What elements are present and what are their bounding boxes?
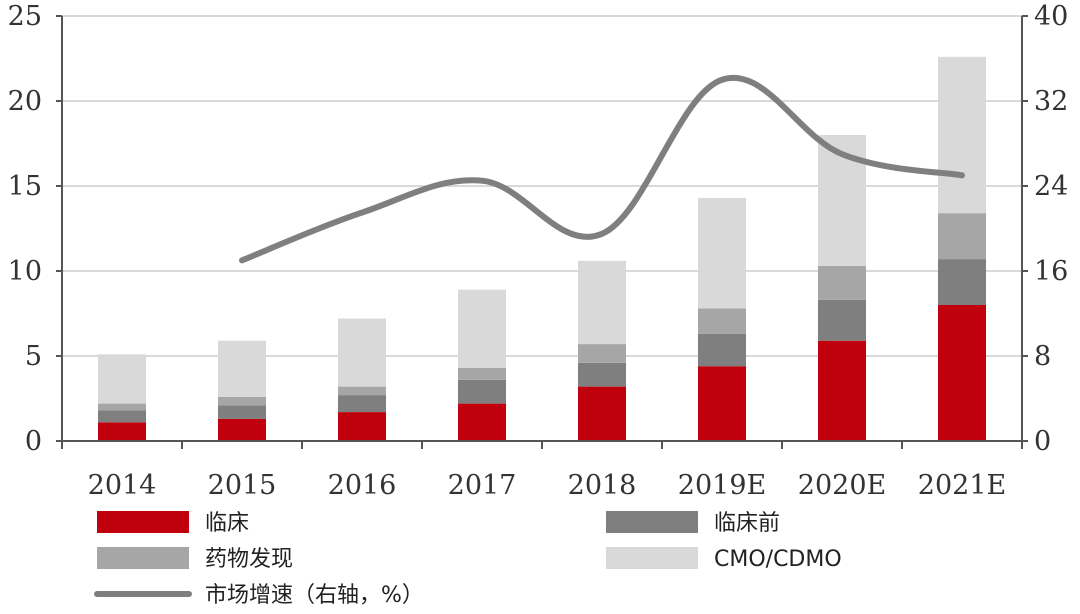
bar-segment: [218, 396, 266, 406]
growth-rate-line: [239, 74, 965, 264]
bar-segment: [698, 366, 746, 441]
bar-segment: [338, 318, 386, 387]
left-axis-tick-label: 0: [25, 426, 42, 457]
legend-label: 药物发现: [205, 547, 293, 572]
bar-segment: [938, 305, 986, 441]
bar-segment: [218, 340, 266, 397]
legend-label: CMO/CDMO: [714, 547, 842, 572]
bar-segment: [818, 299, 866, 341]
left-axis-tick-label: 15: [8, 171, 42, 202]
bar-segment: [578, 362, 626, 387]
x-axis-tick-label: 2019E: [678, 470, 766, 501]
right-axis-tick-label: 40: [1034, 1, 1068, 32]
x-axis-tick-label: 2016: [328, 470, 397, 501]
legend-label: 临床: [205, 511, 249, 536]
legend-swatch: [97, 547, 189, 569]
bar-segment: [818, 265, 866, 300]
bar-segment: [578, 344, 626, 363]
bar-segment: [938, 259, 986, 305]
bar-segment: [938, 56, 986, 214]
x-axis-tick-label: 2015: [208, 470, 277, 501]
bar-segment: [578, 386, 626, 441]
x-axis-tick-label: 2018: [568, 470, 637, 501]
left-axis-tick-label: 25: [8, 1, 42, 32]
left-axis-tick-label: 20: [8, 86, 42, 117]
bar-segment: [338, 412, 386, 441]
bar-segment: [98, 410, 146, 423]
bar-segment: [98, 403, 146, 411]
bar-segment: [458, 379, 506, 404]
right-axis-tick-label: 24: [1034, 171, 1068, 202]
bar-segment: [98, 354, 146, 404]
right-axis-tick-label: 32: [1034, 86, 1068, 117]
bar-segment: [698, 333, 746, 367]
right-axis-tick-label: 8: [1034, 341, 1051, 372]
legend-label: 临床前: [714, 511, 780, 536]
bar-segment: [458, 403, 506, 441]
legend-label: 市场增速（右轴，%）: [205, 583, 424, 608]
left-axis-tick-label: 10: [8, 256, 42, 287]
bar-segment: [458, 289, 506, 368]
bar-segment: [698, 308, 746, 334]
bar-segment: [338, 395, 386, 413]
right-axis-tick-label: 0: [1034, 426, 1051, 457]
legend-swatch: [97, 511, 189, 533]
x-axis-tick-label: 2020E: [798, 470, 886, 501]
bar-segment: [578, 260, 626, 345]
bar-segment: [218, 418, 266, 441]
legend-swatch: [606, 511, 698, 533]
bar-segment: [818, 340, 866, 441]
bar-segment: [938, 213, 986, 260]
bar-segment: [218, 405, 266, 419]
bar-segment: [458, 367, 506, 380]
left-axis-tick-label: 5: [25, 341, 42, 372]
x-axis-tick-label: 2021E: [918, 470, 1006, 501]
x-axis-tick-label: 2017: [448, 470, 517, 501]
right-axis-tick-label: 16: [1034, 256, 1068, 287]
bar-segment: [698, 197, 746, 309]
legend-swatch: [606, 547, 698, 569]
bar-segment: [98, 422, 146, 441]
bar-segment: [338, 386, 386, 396]
x-axis-tick-label: 2014: [88, 470, 157, 501]
